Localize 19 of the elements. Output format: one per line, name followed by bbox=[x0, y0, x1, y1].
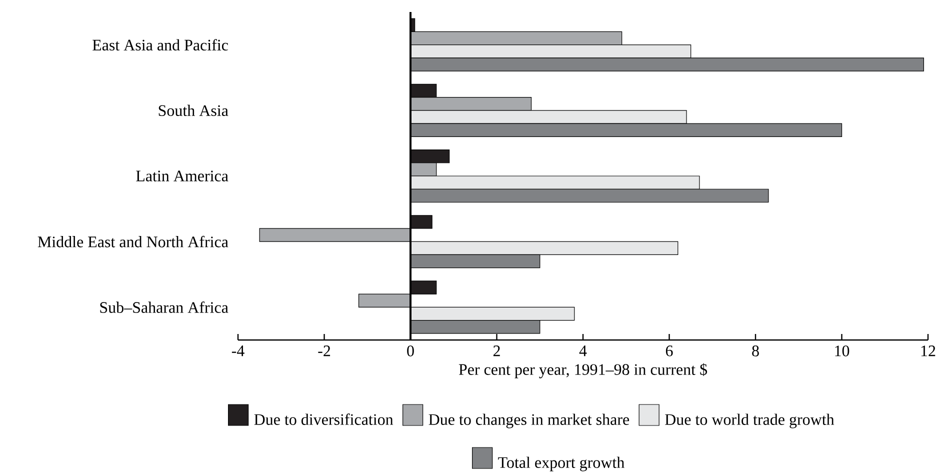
legend-label: Total export growth bbox=[498, 456, 624, 472]
x-tick-label: 2 bbox=[493, 346, 500, 356]
x-tick-label: -4 bbox=[232, 346, 244, 356]
legend-label: Due to world trade growth bbox=[665, 414, 834, 428]
x-tick-label: 4 bbox=[579, 346, 587, 356]
legend-label: Due to diversification bbox=[254, 414, 394, 425]
y-tick-label: Sub–Saharan Africa bbox=[100, 302, 228, 313]
x-tick-label: 0 bbox=[407, 346, 414, 356]
x-tick-label: 6 bbox=[666, 346, 673, 356]
x-axis-title: Per cent per year, 1991–98 in current $ bbox=[458, 363, 708, 378]
x-tick-label: 10 bbox=[835, 346, 850, 356]
y-tick-label: South Asia bbox=[158, 104, 228, 116]
y-tick-label: Middle East and North Africa bbox=[38, 236, 228, 248]
y-tick-label: East Asia and Pacific bbox=[92, 39, 228, 51]
x-tick-label: -2 bbox=[318, 346, 330, 356]
x-tick-label: 12 bbox=[921, 346, 936, 356]
x-tick-label: 8 bbox=[752, 346, 759, 356]
legend-label: Due to changes in market share bbox=[428, 414, 630, 428]
y-tick-label: Latin America bbox=[136, 170, 228, 182]
